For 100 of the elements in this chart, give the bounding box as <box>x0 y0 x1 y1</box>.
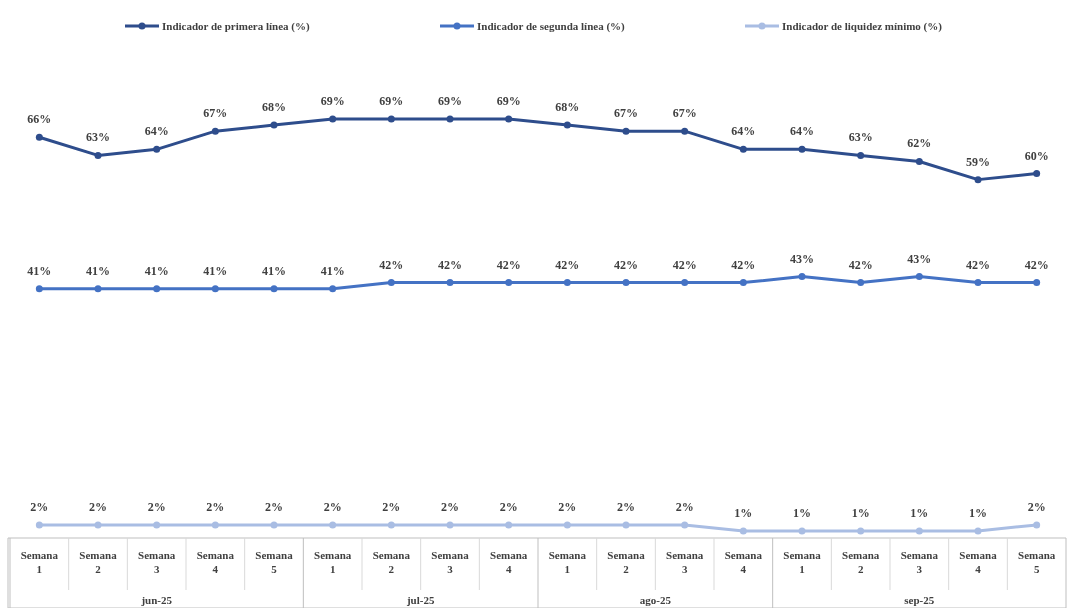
data-label: 68% <box>555 100 580 115</box>
point <box>35 133 43 141</box>
data-label: 62% <box>907 136 932 151</box>
point <box>739 279 747 287</box>
data-label: 41% <box>27 263 52 278</box>
point <box>1033 279 1041 287</box>
x-tick-label: Semana 2 <box>79 549 118 575</box>
data-label: 68% <box>262 100 286 115</box>
point <box>563 121 571 129</box>
point <box>153 285 161 293</box>
point <box>35 285 43 293</box>
point <box>622 127 630 135</box>
data-label: 2% <box>30 499 49 514</box>
point <box>387 279 395 287</box>
x-tick-label: Semana 3 <box>138 549 176 575</box>
data-label: 42% <box>966 257 990 272</box>
data-label: 2% <box>89 499 107 514</box>
x-tick-label: Semana 4 <box>959 549 998 575</box>
data-label: 42% <box>731 257 756 272</box>
point <box>739 145 747 153</box>
point <box>798 273 806 281</box>
data-label: 42% <box>555 257 580 272</box>
point <box>681 127 689 135</box>
data-label: 1% <box>793 505 811 520</box>
data-label: 42% <box>614 257 638 272</box>
data-label: 69% <box>438 94 462 109</box>
point <box>681 279 689 287</box>
data-label: 64% <box>731 124 756 139</box>
point <box>153 145 161 153</box>
point <box>857 151 865 159</box>
x-tick-label: Semana 4 <box>490 549 528 575</box>
point <box>622 279 630 287</box>
legend-label: Indicador de liquidez mínimo (%) <box>782 20 943 33</box>
point <box>211 285 219 293</box>
data-label: 60% <box>1024 148 1049 163</box>
point <box>211 127 219 135</box>
x-tick-label: Semana 3 <box>900 549 939 575</box>
point <box>94 285 102 293</box>
point <box>505 521 513 529</box>
point <box>798 527 806 535</box>
point <box>622 521 630 529</box>
data-label: 41% <box>262 263 286 278</box>
data-label: 42% <box>672 257 697 272</box>
data-label: 42% <box>848 257 873 272</box>
data-label: 64% <box>144 124 169 139</box>
point <box>915 273 923 281</box>
data-label: 1% <box>969 505 987 520</box>
x-tick-label: Semana 5 <box>1018 549 1056 575</box>
x-tick-label: Semana 2 <box>842 549 880 575</box>
point <box>505 279 513 287</box>
data-label: 2% <box>382 499 401 514</box>
data-label: 2% <box>441 499 459 514</box>
data-label: 67% <box>672 106 697 121</box>
x-tick-label: Semana 4 <box>724 549 763 575</box>
data-label: 42% <box>496 257 521 272</box>
x-tick-label: Semana 2 <box>372 549 411 575</box>
point <box>211 521 219 529</box>
data-label: 2% <box>675 499 694 514</box>
point <box>94 151 102 159</box>
legend-label: Indicador de primera línea (%) <box>162 20 311 33</box>
data-label: 67% <box>614 106 638 121</box>
point <box>915 157 923 165</box>
data-label: 41% <box>86 263 110 278</box>
x-tick-label: Semana 4 <box>196 549 235 575</box>
point <box>1033 170 1041 178</box>
x-tick-label: Semana 3 <box>666 549 704 575</box>
x-tick-label: Semana 1 <box>314 549 352 575</box>
data-label: 67% <box>203 106 228 121</box>
data-label: 41% <box>203 263 228 278</box>
point <box>857 279 865 287</box>
point <box>446 115 454 123</box>
data-label: 43% <box>907 251 932 266</box>
point <box>270 521 278 529</box>
point <box>1033 521 1041 529</box>
legend-label: Indicador de segunda línea (%) <box>477 20 626 33</box>
data-label: 2% <box>265 499 283 514</box>
data-label: 63% <box>86 130 110 145</box>
point <box>270 121 278 129</box>
data-label: 1% <box>851 505 870 520</box>
point <box>798 145 806 153</box>
x-tick-label: Semana 1 <box>783 549 822 575</box>
data-label: 59% <box>966 154 990 169</box>
data-label: 63% <box>848 130 873 145</box>
data-label: 69% <box>320 94 345 109</box>
x-tick-label: Semana 1 <box>548 549 587 575</box>
data-label: 2% <box>147 499 166 514</box>
data-label: 2% <box>1027 499 1046 514</box>
point <box>563 279 571 287</box>
point <box>563 521 571 529</box>
data-label: 64% <box>790 124 814 139</box>
data-label: 41% <box>144 263 169 278</box>
data-label: 2% <box>617 499 635 514</box>
data-label: 69% <box>496 94 521 109</box>
data-label: 66% <box>27 112 52 127</box>
point <box>974 279 982 287</box>
point <box>915 527 923 535</box>
point <box>739 527 747 535</box>
point <box>387 115 395 123</box>
data-label: 2% <box>206 499 225 514</box>
data-label: 1% <box>910 505 929 520</box>
